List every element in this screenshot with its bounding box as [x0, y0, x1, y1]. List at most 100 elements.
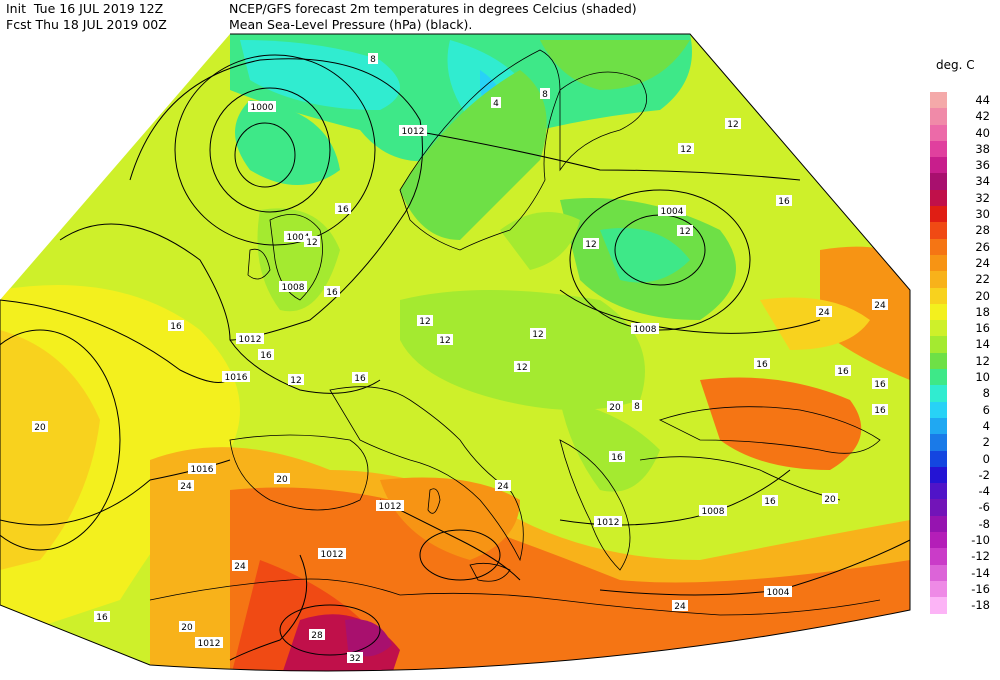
temperature-legend: 44 42 40 38 36 34 32 30 28 26 24 22 20 18 16 14 12 10 8 6 4 2… [930, 92, 1000, 614]
isobar-label-bg [284, 231, 312, 242]
temperature-label-bg [632, 400, 642, 411]
legend-label: 22 [975, 272, 990, 287]
isobar-label-bg [248, 101, 276, 112]
isobar-labels: 1000 1012 1004 1008 1008 1012 1016 1016 1012 1012… [188, 101, 792, 649]
temperature-label-bg [347, 652, 363, 663]
isobar-label: 1008 [634, 325, 657, 335]
temperature-label-bg [754, 358, 770, 369]
temperature-label-bg [352, 372, 368, 383]
legend-label: 26 [975, 239, 990, 254]
isobar-label-bg [764, 586, 792, 597]
legend-entry: 32 [930, 189, 1000, 207]
temperature-label-bg [514, 361, 530, 372]
legend-entry: -14 [930, 564, 1000, 581]
temperature-label: 24 [497, 482, 509, 492]
legend-label: 4 [982, 418, 990, 433]
temperature-label: 20 [824, 495, 836, 505]
legend-swatch [930, 483, 947, 500]
temperature-label: 16 [778, 197, 790, 207]
temperature-label-bg [872, 378, 888, 389]
temperature-label-bg [583, 238, 599, 249]
isobar-label-bg [376, 500, 404, 511]
legend-entry: -6 [930, 499, 1000, 516]
temperature-label: 12 [419, 317, 430, 327]
legend-swatch [930, 189, 947, 207]
temperature-label: 28 [311, 631, 323, 641]
temperature-label: 8 [370, 55, 376, 65]
temperature-label-bg [417, 315, 433, 326]
legend-entry: 44 [930, 92, 1000, 109]
temperature-label: 12 [585, 240, 596, 250]
legend-swatch [930, 222, 947, 239]
temperature-label: 16 [837, 367, 849, 377]
legend-entry: 18 [930, 303, 1000, 321]
isobar-label: 1012 [379, 502, 402, 512]
temperature-labels: 8 4 8 12 12 12 16 16 12 12 16 12 16 16 12 16 20 20 24 24 28 3… [32, 53, 888, 664]
legend-swatch [930, 564, 947, 581]
legend-entry: 8 [930, 385, 1000, 402]
legend-swatch [930, 597, 947, 614]
temperature-label-bg [232, 560, 248, 571]
temperature-label: 24 [234, 562, 246, 572]
map-subtitle: Mean Sea-Level Pressure (hPa) (black). [229, 17, 473, 32]
legend-label: -10 [971, 533, 990, 548]
temperature-label: 24 [674, 602, 686, 612]
legend-swatch [930, 303, 947, 321]
legend-label: 38 [975, 141, 990, 156]
legend-swatch [930, 466, 947, 484]
temperature-label: 16 [337, 205, 349, 215]
legend-label: 28 [975, 223, 990, 238]
isobar-label: 1012 [239, 335, 262, 345]
legend-entry: 36 [930, 157, 1000, 174]
temperature-label-bg [816, 306, 832, 317]
temperature-label: 12 [439, 336, 450, 346]
legend-entry: 12 [930, 352, 1000, 370]
temperature-label: 16 [354, 374, 366, 384]
legend-entry: -10 [930, 532, 1000, 549]
legend-label: 34 [975, 174, 990, 189]
temperature-label: 12 [306, 238, 317, 248]
legend-label: 2 [982, 435, 990, 450]
legend-swatch [930, 385, 947, 402]
legend-label: 10 [975, 370, 990, 385]
isobar-label: 1012 [198, 639, 221, 649]
legend-label: 18 [975, 304, 990, 319]
temperature-label: 16 [764, 497, 776, 507]
temperature-label-bg [835, 365, 851, 376]
temperature-label-bg [258, 349, 274, 360]
legend-entry: -16 [930, 580, 1000, 598]
temperature-label: 20 [609, 403, 621, 413]
legend-label: -2 [978, 467, 990, 482]
legend-label: 0 [982, 451, 990, 466]
isobar-label: 1004 [767, 588, 790, 598]
legend-swatch [930, 140, 947, 158]
legend-entry: 14 [930, 336, 1000, 353]
temperature-label-bg [822, 493, 838, 504]
temperature-label: 16 [756, 360, 768, 370]
temperature-label-bg [94, 611, 110, 622]
temperature-label-bg [672, 600, 688, 611]
legend-label: 44 [975, 93, 990, 107]
temperature-label-bg [288, 374, 304, 385]
temperature-label-bg [368, 53, 378, 64]
legend-entry: 38 [930, 140, 1000, 158]
temperature-label-bg [304, 236, 320, 247]
legend-swatch [930, 92, 947, 109]
legend-swatch [930, 157, 947, 174]
temperature-label-bg [274, 473, 290, 484]
legend-entry: -2 [930, 466, 1000, 484]
temperature-label-bg [179, 621, 195, 632]
map-title: NCEP/GFS forecast 2m temperatures in deg… [229, 1, 637, 16]
temperature-label-bg [607, 401, 623, 412]
legend-entry: -12 [930, 548, 1000, 565]
temperature-label-bg [335, 203, 351, 214]
legend-label: 42 [975, 109, 990, 124]
temperature-label: 12 [679, 227, 690, 237]
legend-entry: 22 [930, 271, 1000, 288]
legend-swatch [930, 173, 947, 190]
isobar-label-bg [594, 516, 622, 527]
isobar-label-bg [188, 463, 216, 474]
legend-label: -18 [971, 598, 990, 613]
isobar-label-bg [658, 205, 686, 216]
